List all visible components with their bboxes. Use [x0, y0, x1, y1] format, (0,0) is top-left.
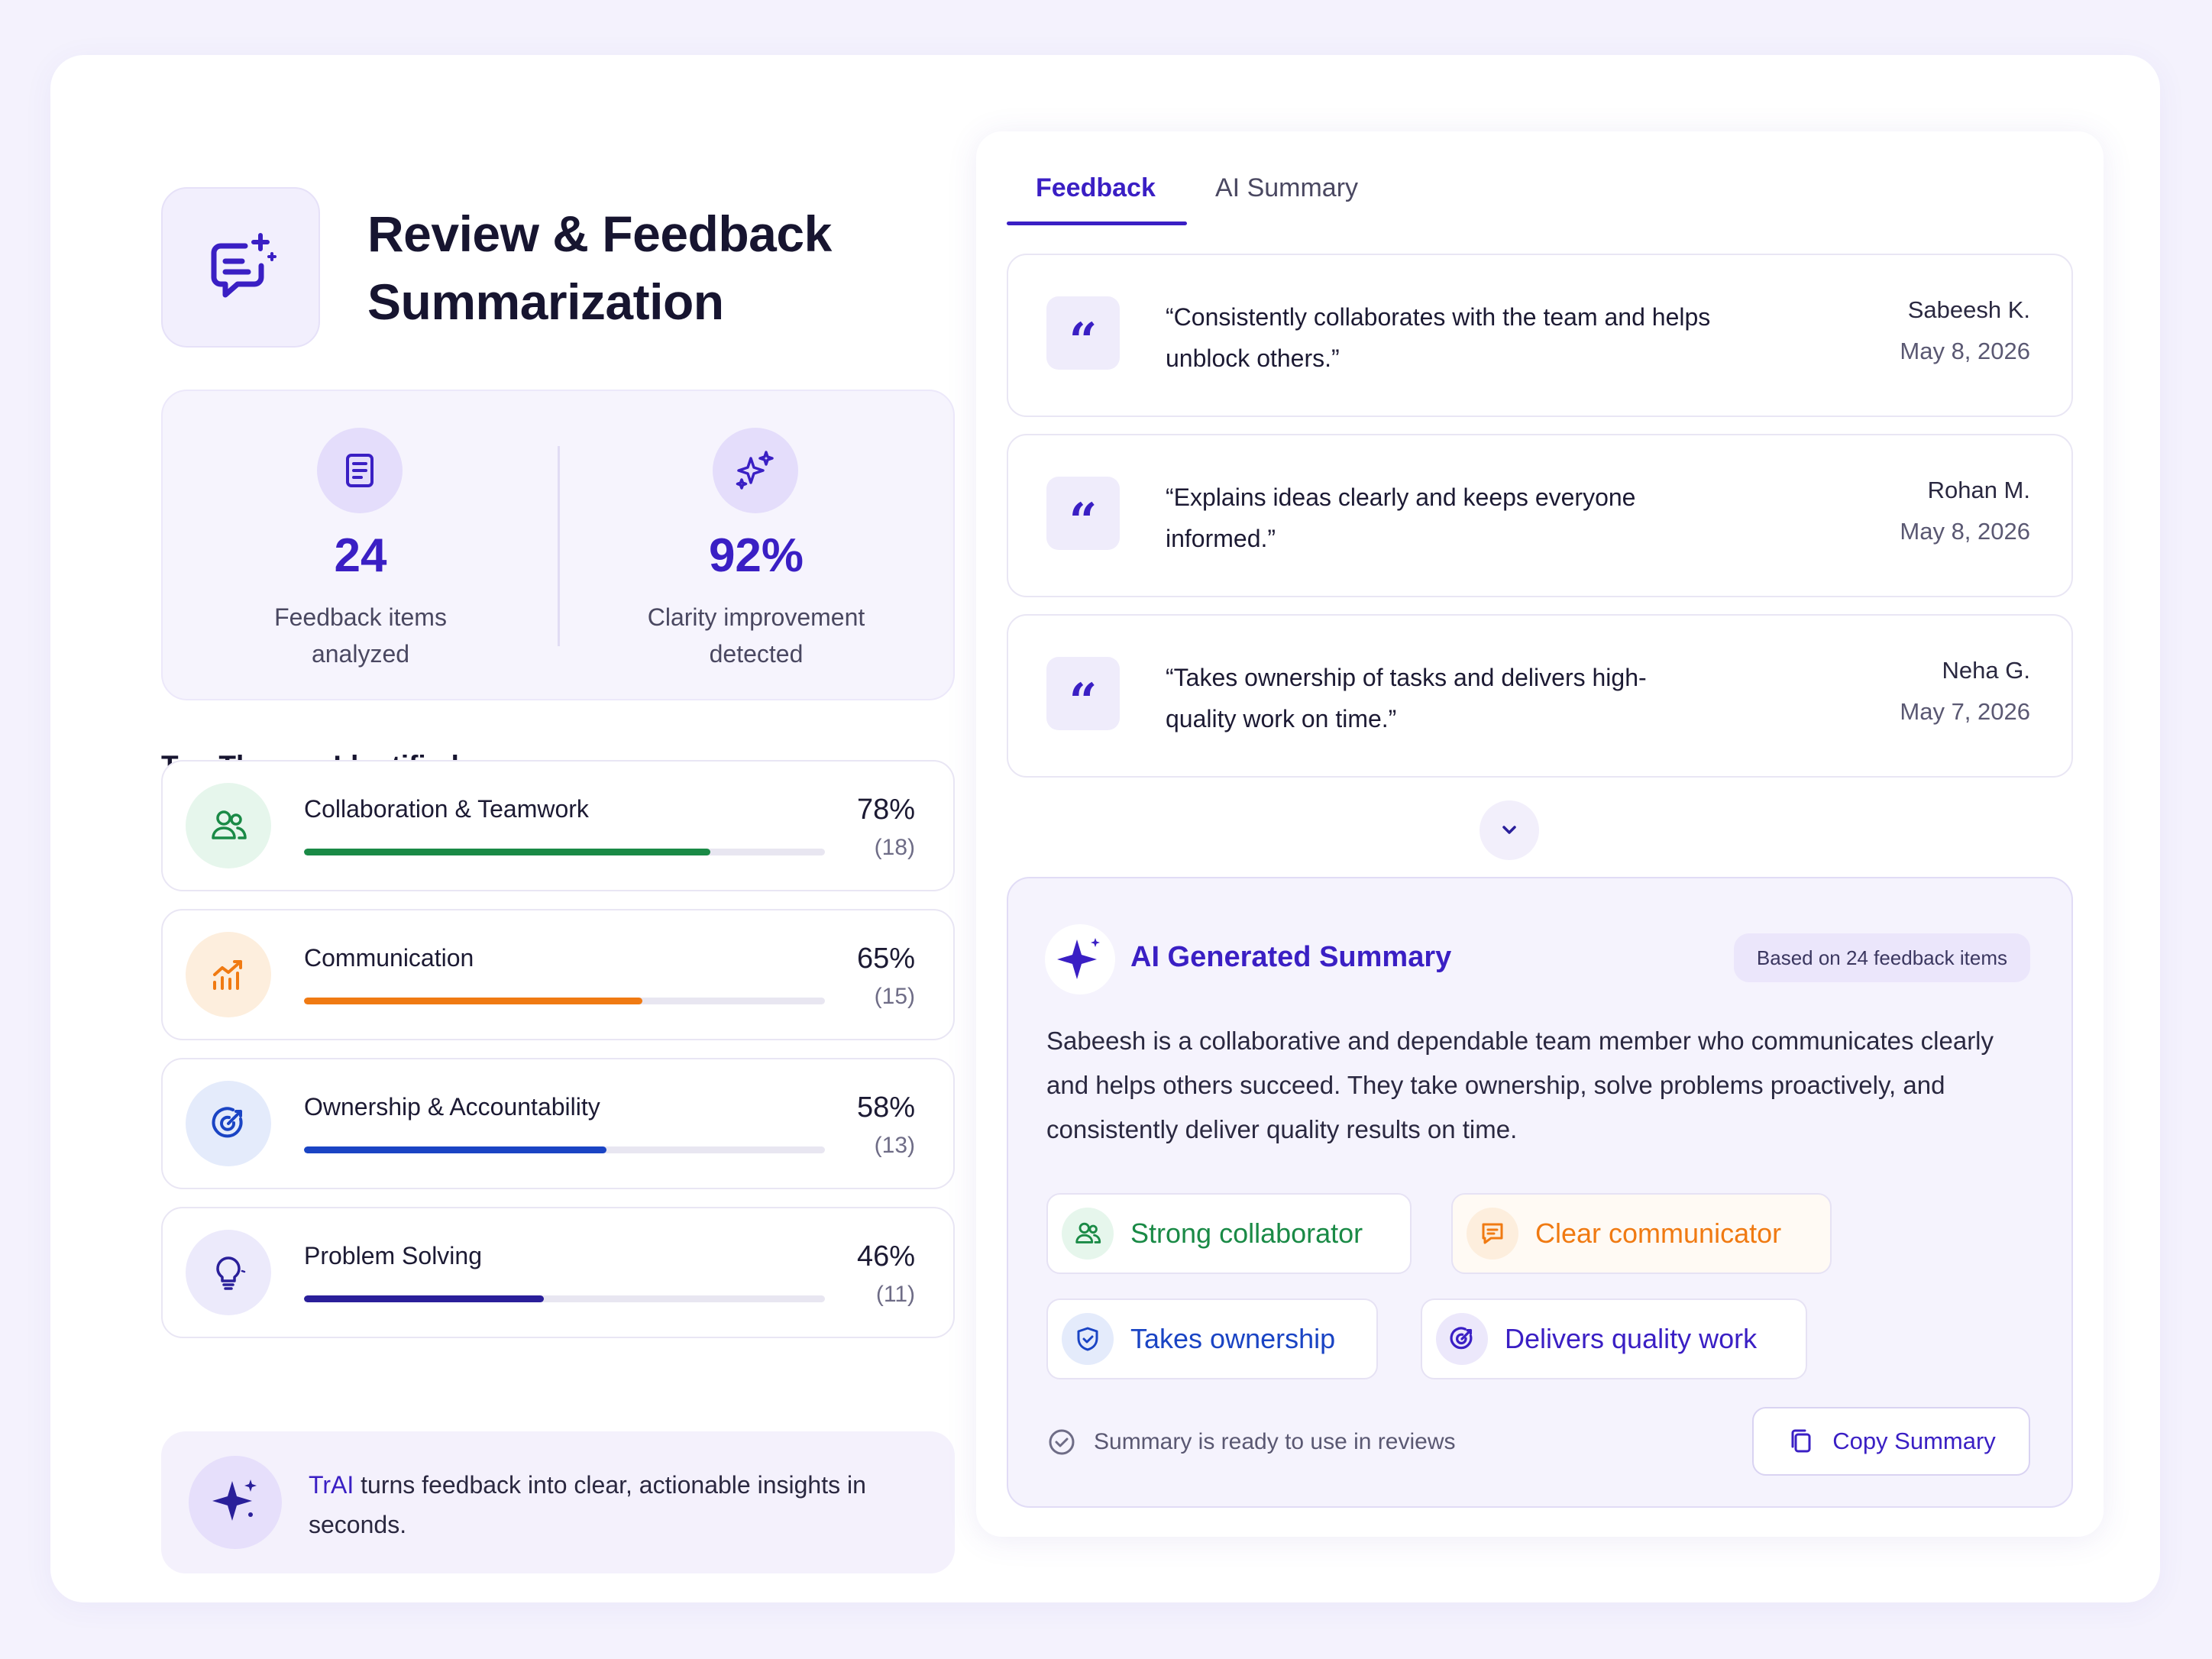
feedback-quote: “Explains ideas clearly and keeps everyo… [1166, 483, 1636, 552]
page-title-line1: Review & Feedback [367, 205, 832, 262]
lightbulb-icon [186, 1230, 271, 1315]
tag-label: Takes ownership [1130, 1323, 1336, 1354]
stat-label-line1: Feedback items [274, 603, 447, 631]
theme-row: Ownership & Accountability 58% (13) [161, 1058, 955, 1189]
quote-icon: “ [1046, 477, 1120, 550]
theme-name: Ownership & Accountability [304, 1093, 600, 1121]
target-icon [186, 1081, 271, 1166]
target-icon [1436, 1313, 1488, 1365]
feedback-quote: “Takes ownership of tasks and delivers h… [1166, 664, 1647, 732]
shield-check-icon [1062, 1313, 1114, 1365]
people-icon [1062, 1208, 1114, 1260]
stat-feedback-items: 24 Feedback items analyzed [163, 391, 558, 699]
tag-takes-ownership[interactable]: Takes ownership [1046, 1298, 1378, 1379]
page-title: Review & Feedback Summarization [367, 200, 917, 336]
stats-divider [558, 446, 560, 646]
feedback-author: Neha G. [1942, 657, 2030, 684]
theme-percent: 78% [856, 794, 915, 826]
promo-message: turns feedback into clear, actionable in… [309, 1471, 866, 1538]
progress-bar [304, 849, 825, 855]
feedback-date: May 7, 2026 [1900, 698, 2030, 725]
quote-icon: “ [1046, 296, 1120, 370]
copy-summary-label: Copy Summary [1832, 1428, 1996, 1454]
stats-panel: 24 Feedback items analyzed 92% Clarity i… [161, 390, 955, 700]
theme-count: (11) [875, 1282, 915, 1307]
theme-percent: 58% [856, 1091, 915, 1124]
tag-label: Strong collaborator [1130, 1218, 1363, 1249]
tab-feedback[interactable]: Feedback [1036, 173, 1156, 202]
feedback-author: Sabeesh K. [1907, 296, 2030, 323]
progress-bar [304, 1146, 825, 1153]
theme-percent: 65% [856, 943, 915, 975]
stat-label: Clarity improvement detected [558, 599, 954, 672]
summary-title: AI Generated Summary [1130, 941, 1452, 973]
summary-text: Sabeesh is a collaborative and dependabl… [1046, 1027, 1994, 1143]
document-icon [317, 428, 403, 513]
sparkle-icon [713, 428, 798, 513]
theme-count: (15) [874, 984, 915, 1009]
tag-label: Clear communicator [1535, 1218, 1782, 1249]
tag-delivers-quality-work[interactable]: Delivers quality work [1421, 1298, 1807, 1379]
sparkle-icon [1045, 924, 1115, 994]
theme-percent: 46% [856, 1240, 915, 1273]
tag-label: Delivers quality work [1505, 1323, 1758, 1354]
trai-promo: TrAI turns feedback into clear, actionab… [161, 1431, 955, 1573]
stat-label: Feedback items analyzed [163, 599, 558, 672]
tag-clear-communicator[interactable]: Clear communicator [1451, 1193, 1832, 1274]
progress-fill [304, 1146, 606, 1153]
feedback-author: Rohan M. [1927, 477, 2030, 503]
feedback-card[interactable]: “ “Explains ideas clearly and keeps ever… [1007, 434, 2073, 597]
promo-brand: TrAI [309, 1471, 354, 1499]
stat-label-line1: Clarity improvement [647, 603, 865, 631]
progress-fill [304, 1295, 544, 1302]
progress-bar [304, 998, 825, 1004]
progress-fill [304, 849, 710, 855]
copy-icon [1791, 1429, 1811, 1453]
message-icon [1467, 1208, 1518, 1260]
tag-strong-collaborator[interactable]: Strong collaborator [1046, 1193, 1412, 1274]
quote-icon: “ [1046, 657, 1120, 730]
check-circle-icon [1049, 1429, 1075, 1455]
summary-source-badge: Based on 24 feedback items [1733, 933, 2030, 982]
page-title-line2: Summarization [367, 273, 724, 330]
people-icon [186, 783, 271, 868]
expand-feedback-button[interactable] [1480, 800, 1539, 860]
ai-summary-box: AI Generated Summary Based on 24 feedbac… [1007, 877, 2073, 1508]
theme-row: Problem Solving 46% (11) [161, 1207, 955, 1338]
feedback-quote: “Consistently collaborates with the team… [1166, 303, 1711, 372]
feedback-date: May 8, 2026 [1900, 338, 2030, 364]
theme-name: Problem Solving [304, 1242, 482, 1269]
stat-value: 24 [334, 529, 387, 582]
chat-sparkle-icon [161, 187, 320, 348]
ready-text: Summary is ready to use in reviews [1094, 1429, 1456, 1454]
feedback-card[interactable]: “ “Consistently collaborates with the te… [1007, 254, 2073, 417]
theme-row: Communication 65% (15) [161, 909, 955, 1040]
tab-ai-summary[interactable]: AI Summary [1215, 173, 1359, 202]
theme-count: (13) [874, 1133, 915, 1158]
sparkle-icon [189, 1456, 282, 1549]
feedback-panel: Feedback AI Summary “ “Consistently coll… [976, 131, 2104, 1537]
chevron-down-icon [1502, 826, 1516, 834]
theme-row: Collaboration & Teamwork 78% (18) [161, 760, 955, 891]
progress-bar [304, 1295, 825, 1302]
feedback-date: May 8, 2026 [1900, 518, 2030, 545]
summary-ready-status: Summary is ready to use in reviews [1046, 1427, 1456, 1457]
active-tab-indicator [1007, 222, 1187, 225]
copy-summary-button[interactable]: Copy Summary [1752, 1407, 2030, 1476]
stat-clarity: 92% Clarity improvement detected [558, 391, 954, 699]
promo-text: TrAI turns feedback into clear, actionab… [309, 1465, 904, 1544]
stat-value: 92% [708, 529, 804, 582]
stat-label-line2: detected [709, 640, 804, 668]
theme-count: (18) [874, 835, 915, 860]
theme-name: Communication [304, 944, 474, 972]
trend-chart-icon [186, 932, 271, 1017]
stat-label-line2: analyzed [311, 640, 410, 668]
theme-name: Collaboration & Teamwork [304, 795, 589, 823]
feedback-card[interactable]: “ “Takes ownership of tasks and delivers… [1007, 614, 2073, 778]
progress-fill [304, 998, 643, 1004]
